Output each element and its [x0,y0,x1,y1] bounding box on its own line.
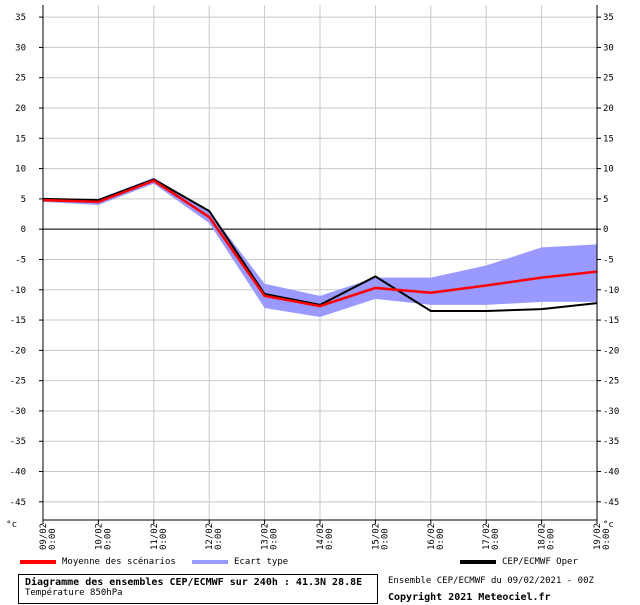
y-tick-label-left: 15 [15,134,26,144]
y-tick-label-right: -45 [603,498,619,508]
y-tick-label-right: 0 [603,225,608,235]
mean-line [42,179,598,308]
x-tick-label: 09/020:00 [39,523,58,550]
legend-band-swatch [192,560,228,564]
y-tick-label-right: -20 [603,346,619,356]
x-tick-label: 17/020:00 [482,523,501,550]
y-tick-label-left: -40 [10,468,26,478]
y-unit-label-left: °c [6,520,17,530]
legend-mean-label: Moyenne des scénarios [62,557,176,567]
x-tick-label: 12/020:00 [205,523,224,550]
y-tick-label-left: 20 [15,104,26,114]
x-tick-label: 14/020:00 [316,523,335,550]
y-tick-label-right: -40 [603,468,619,478]
y-tick-label-right: 30 [603,43,614,53]
x-tick-label: 11/020:00 [150,523,169,550]
y-tick-label-right: -25 [603,377,619,387]
x-tick-label: 10/020:00 [94,523,113,550]
x-tick-label: 13/020:00 [261,523,280,550]
legend-band-label: Ecart type [234,557,289,567]
ensemble-chart: 35 35 30 30 25 25 20 20 15 15 10 10 5 5 0 0 -5 -5 -10 -10 -1… [6,5,619,550]
legend-band: Ecart type [192,557,288,567]
x-tick-label: 19/020:00 [593,523,612,550]
y-tick-label-left: -25 [10,377,26,387]
y-tick-label-right: 5 [603,195,608,205]
run-info: Ensemble CEP/ECMWF du 09/02/2021 - 00Z [388,576,594,586]
info-title: Diagramme des ensembles CEP/ECMWF sur 24… [25,577,363,588]
x-tick-label: 16/020:00 [427,523,446,550]
y-tick-label-left: -15 [10,316,26,326]
y-tick-label-right: -10 [603,286,619,296]
x-tick-label: 18/020:00 [538,523,557,550]
y-tick-label-right: -30 [603,407,619,417]
y-unit-label-right: °c [603,520,614,530]
std-dev-band [43,177,597,318]
y-tick-label-left: -20 [10,346,26,356]
y-tick-label-right: 20 [603,104,614,114]
legend-mean-swatch [20,560,56,564]
y-tick-label-right: -15 [603,316,619,326]
y-tick-label-right: -35 [603,437,619,447]
y-tick-label-left: 10 [15,165,26,175]
y-tick-label-left: -35 [10,437,26,447]
info-subtitle: Température 850hPa [25,588,123,598]
y-tick-label-left: -30 [10,407,26,417]
y-tick-label-left: -5 [15,255,26,265]
y-tick-label-right: 10 [603,165,614,175]
y-tick-label-left: 0 [21,225,26,235]
info-box: Diagramme des ensembles CEP/ECMWF sur 24… [18,574,378,604]
y-tick-label-left: -10 [10,286,26,296]
y-tick-label-right: 25 [603,74,614,84]
y-tick-label-left: 5 [21,195,26,205]
y-tick-label-right: 35 [603,13,614,23]
y-tick-label-right: -5 [603,255,614,265]
legend-oper: CEP/ECMWF Oper [460,557,578,567]
y-tick-label-left: 30 [15,43,26,53]
legend-oper-swatch [460,560,496,564]
legend-oper-label: CEP/ECMWF Oper [502,557,578,567]
y-tick-label-left: 25 [15,74,26,84]
y-tick-label-right: 15 [603,134,614,144]
y-tick-label-left: 35 [15,13,26,23]
x-tick-label: 15/020:00 [371,523,390,550]
legend-mean: Moyenne des scénarios [20,557,176,567]
y-tick-label-left: -45 [10,498,26,508]
copyright: Copyright 2021 Meteociel.fr [388,592,551,603]
